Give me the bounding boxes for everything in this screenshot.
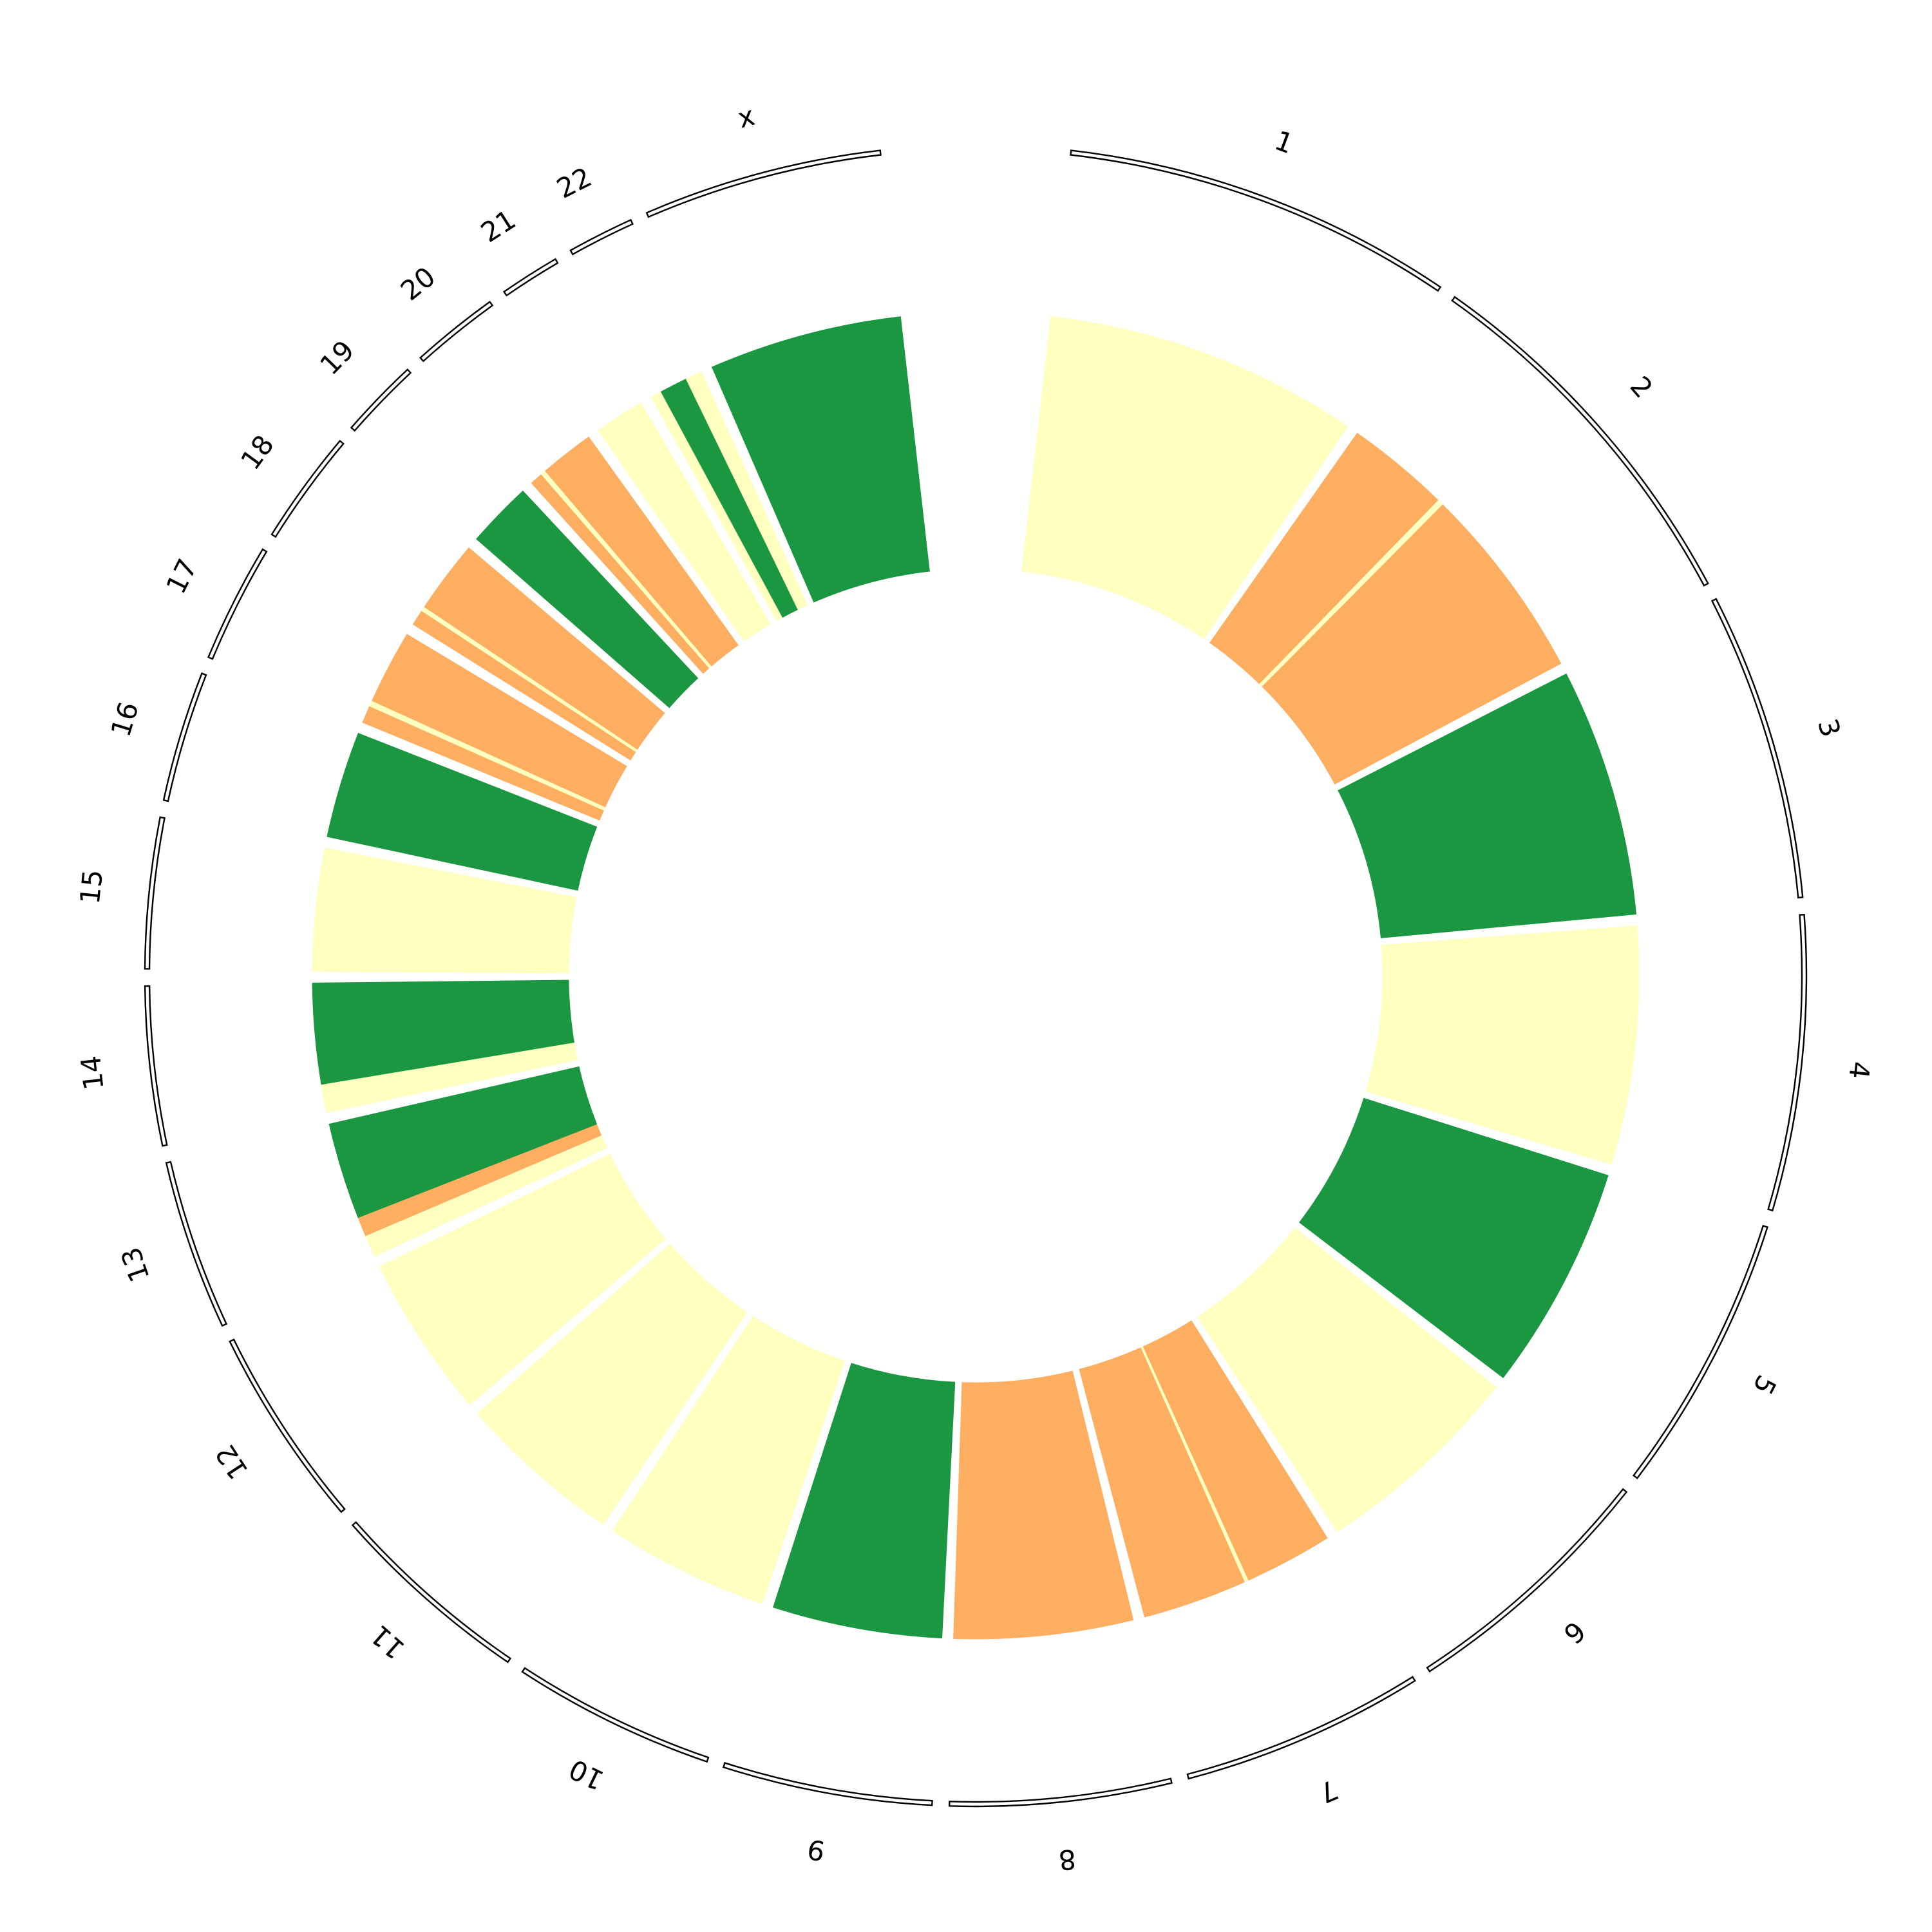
- segment-chr-21-1-normal: [598, 402, 771, 641]
- segment-chr-11-1-normal: [477, 1244, 748, 1525]
- ideogram-chr-16: [162, 672, 207, 802]
- chr-label-18: 18: [234, 429, 280, 475]
- segment-chr-15-1-normal: [312, 848, 577, 974]
- ideogram-chr-22: [569, 218, 634, 256]
- ideogram-ring: [144, 149, 1808, 1808]
- segment-chr-10-1-normal: [612, 1316, 846, 1604]
- chr-label-13: 13: [115, 1243, 156, 1285]
- ideogram-chr-8: [948, 1777, 1173, 1808]
- segment-chr-1-2-normal: [1126, 359, 1349, 639]
- segment-chr-12-1-normal: [379, 1153, 666, 1405]
- chr-label-7: 7: [1314, 1774, 1343, 1810]
- segment-chr-6-1-normal: [1197, 1227, 1497, 1533]
- ideogram-chr-20: [419, 300, 494, 363]
- ideogram-chr-12: [229, 1338, 346, 1513]
- segment-chr-8-1-loss: [953, 1370, 1134, 1640]
- chr-label-15: 15: [74, 868, 109, 905]
- ideogram-chr-x: [645, 149, 882, 218]
- chr-label-14: 14: [75, 1054, 110, 1092]
- chr-label-4: 4: [1842, 1060, 1876, 1081]
- ideogram-chr-9: [722, 1761, 933, 1806]
- ideogram-chr-6: [1426, 1488, 1628, 1673]
- ideogram-chr-4: [1767, 913, 1808, 1212]
- segment-chr-7-3-loss: [1079, 1347, 1245, 1618]
- segment-chr-20-3-loss: [545, 436, 739, 667]
- ideogram-chr-17: [207, 548, 268, 660]
- segment-chr-19-1-gain: [476, 490, 699, 708]
- chr-label-5: 5: [1747, 1370, 1783, 1399]
- ideogram-chr-18: [270, 439, 345, 538]
- ideogram-chr-1: [1070, 149, 1442, 292]
- segment-chr-x-1-gain: [711, 316, 930, 603]
- segment-chr-3-1-gain: [1338, 673, 1637, 938]
- ideogram-chr-19: [350, 368, 412, 432]
- chr-label-3: 3: [1812, 715, 1847, 741]
- segment-chr-4-1-normal: [1365, 925, 1640, 1165]
- chr-label-12: 12: [209, 1439, 254, 1485]
- chr-label-6: 6: [1557, 1615, 1591, 1650]
- ideogram-chr-14: [144, 985, 168, 1147]
- segment-chr-22-3-normal: [685, 371, 808, 610]
- segment-chr-16-2-gain: [336, 733, 598, 867]
- ideogram-chr-13: [165, 1160, 228, 1327]
- chr-label-1: 1: [1271, 124, 1298, 160]
- segment-chr-9-1-gain: [773, 1363, 956, 1639]
- chr-label-2: 2: [1624, 370, 1659, 404]
- chr-label-16: 16: [105, 698, 145, 740]
- ideogram-chr-5: [1632, 1224, 1768, 1480]
- ideogram-chr-3: [1710, 598, 1804, 899]
- ideogram-chr-10: [521, 1667, 710, 1763]
- chr-label-22: 22: [552, 161, 597, 205]
- ideogram-chr-2: [1451, 296, 1709, 587]
- ideogram-chr-11: [351, 1520, 512, 1663]
- chr-label-17: 17: [160, 554, 204, 599]
- copy-number-ring: [312, 316, 1640, 1640]
- ideogram-chr-15: [144, 816, 166, 970]
- ideogram-chr-21: [502, 258, 559, 297]
- chr-label-19: 19: [314, 334, 360, 381]
- chr-label-10: 10: [564, 1753, 609, 1796]
- segment-chr-2-4-loss: [1275, 526, 1562, 785]
- chr-label-21: 21: [475, 204, 521, 249]
- chr-label-x: x: [734, 100, 758, 135]
- segment-chr-5-1-gain: [1299, 1097, 1609, 1379]
- chr-label-8: 8: [1057, 1843, 1077, 1876]
- segment-chr-17-3-loss: [372, 634, 627, 808]
- chr-label-20: 20: [395, 261, 441, 307]
- segment-chr-13-3-gain: [328, 1066, 598, 1218]
- segment-chr-14-2-gain: [312, 980, 575, 1085]
- chr-label-11: 11: [365, 1619, 412, 1665]
- chr-label-9: 9: [805, 1833, 828, 1867]
- segment-chr-18-3-loss: [424, 547, 665, 750]
- ideogram-chr-7: [1186, 1676, 1416, 1780]
